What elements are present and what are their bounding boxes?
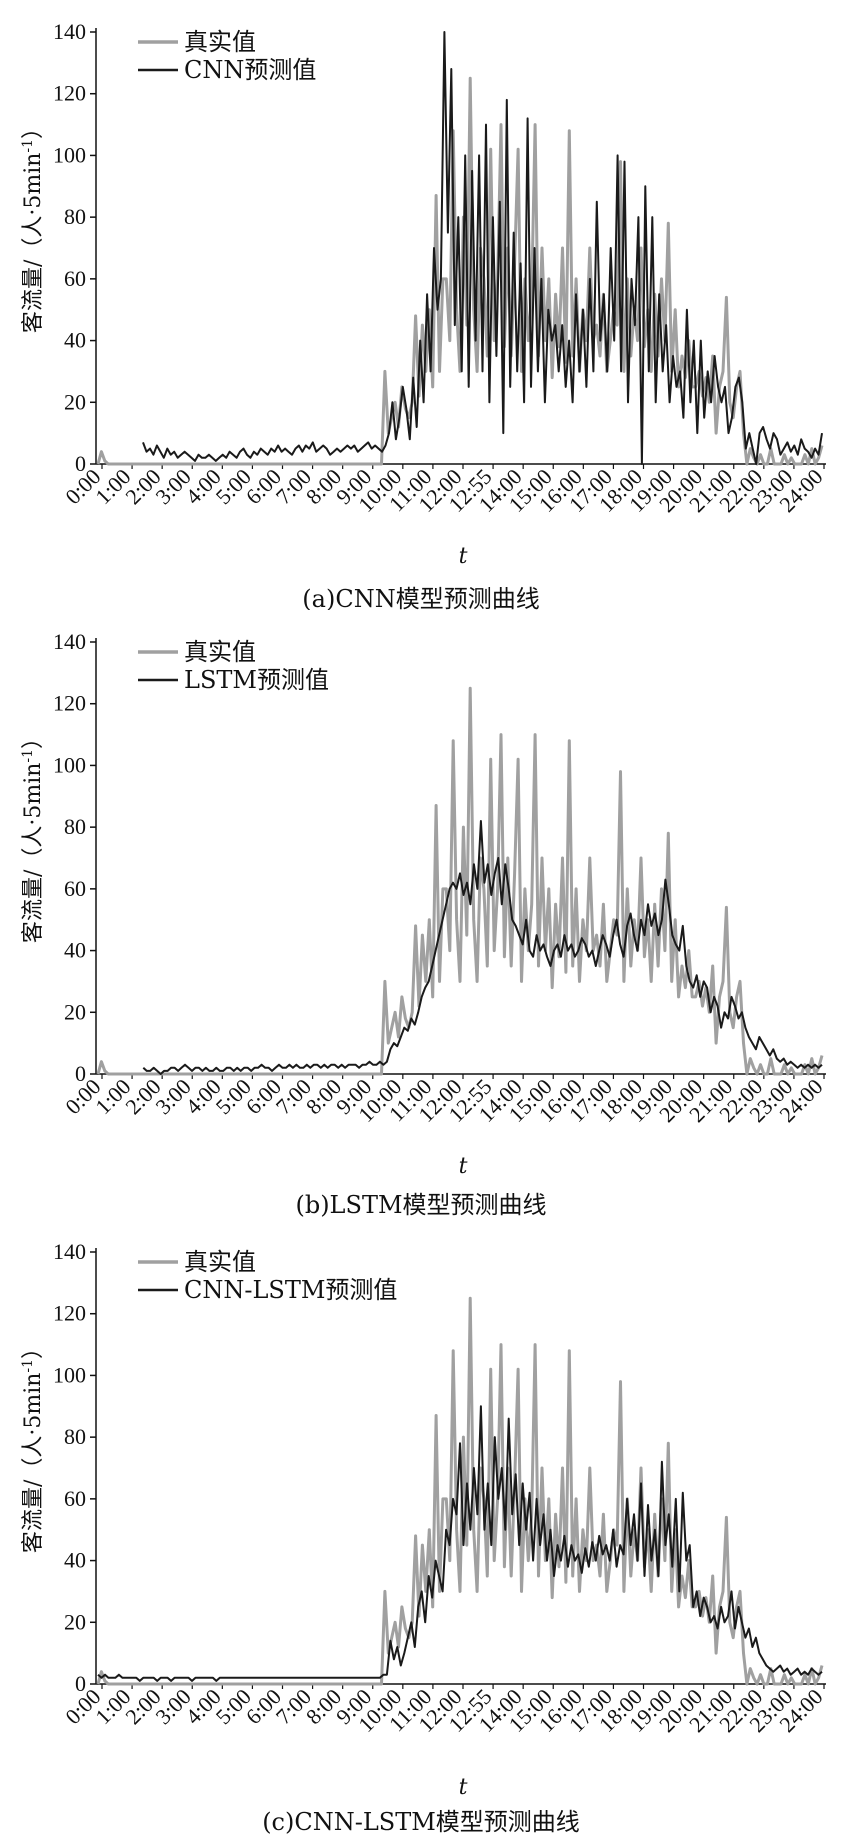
legend-label: 真实值 xyxy=(184,638,256,666)
x-axis-title: t xyxy=(459,1775,468,1800)
y-axis-title-close: ） xyxy=(21,727,46,749)
y-tick-label: 120 xyxy=(53,691,86,716)
y-tick-label: 0 xyxy=(75,1061,86,1086)
series-line xyxy=(97,1405,823,1682)
series-line xyxy=(96,1296,824,1686)
chart-panel-c: 客流量/（人·5min-1） 0 20 40 60 80 100 120 140 0:00 1:0… xyxy=(0,1220,843,1836)
y-tick-label: 20 xyxy=(64,999,86,1024)
legend-label: 真实值 xyxy=(184,28,256,56)
y-axis-title: 客流量/（人·5min-1） xyxy=(20,727,46,943)
svg-text:客流量/（人·5min-1）: 客流量/（人·5min-1） xyxy=(20,1337,46,1553)
y-tick-label: 80 xyxy=(64,204,86,229)
legend-label: LSTM预测值 xyxy=(184,666,329,694)
y-tick-label: 120 xyxy=(53,1301,86,1326)
series-line xyxy=(96,76,824,466)
y-tick-label: 40 xyxy=(64,1548,86,1573)
chart-svg-c: 客流量/（人·5min-1） 0204060801001201400:001:0… xyxy=(20,1239,828,1836)
y-tick-label: 20 xyxy=(64,389,86,414)
y-tick-label: 140 xyxy=(53,1239,86,1264)
y-tick-label: 80 xyxy=(64,1424,86,1449)
y-axis-title-sup: -1 xyxy=(20,139,36,153)
series-line xyxy=(96,686,824,1076)
series-line xyxy=(142,31,823,465)
y-tick-label: 40 xyxy=(64,938,86,963)
y-tick-label: 40 xyxy=(64,328,86,353)
y-tick-label: 20 xyxy=(64,1609,86,1634)
chart-svg-b: 客流量/（人·5min-1） 0204060801001201400:001:0… xyxy=(20,629,828,1219)
y-axis-title: 客流量/（人·5min-1） xyxy=(20,117,46,333)
legend-label: CNN-LSTM预测值 xyxy=(184,1276,397,1304)
y-tick-label: 0 xyxy=(75,1671,86,1696)
y-axis-title: 客流量/（人·5min-1） xyxy=(20,1337,46,1553)
y-tick-label: 100 xyxy=(53,752,86,777)
plot-area: 0204060801001201400:001:002:003:004:005:… xyxy=(53,629,828,1127)
plot-area: 0204060801001201400:001:002:003:004:005:… xyxy=(53,19,828,517)
y-tick-label: 80 xyxy=(64,814,86,839)
y-tick-label: 140 xyxy=(53,629,86,654)
svg-text:客流量/（人·5min-1）: 客流量/（人·5min-1） xyxy=(20,117,46,333)
series-line xyxy=(142,820,823,1075)
y-axis-title-text: 客流量/（人·5min xyxy=(21,1373,46,1553)
y-axis-title-text: 客流量/（人·5min xyxy=(21,763,46,943)
y-axis-title-sup: -1 xyxy=(20,1359,36,1373)
chart-caption: (a)CNN模型预测曲线 xyxy=(302,585,539,610)
chart-panel-b: 客流量/（人·5min-1） 0 20 40 60 80 100 120 140 0:00 1:0… xyxy=(0,610,843,1220)
svg-text:客流量/（人·5min-1）: 客流量/（人·5min-1） xyxy=(20,727,46,943)
x-axis-title: t xyxy=(459,1154,468,1179)
legend-label: CNN预测值 xyxy=(184,56,316,84)
y-axis-title-close: ） xyxy=(21,117,46,139)
y-axis-title-text: 客流量/（人·5min xyxy=(21,153,46,333)
legend-label: 真实值 xyxy=(184,1248,256,1276)
y-tick-label: 100 xyxy=(53,142,86,167)
x-axis-title: t xyxy=(459,544,468,569)
chart-panel-a: 客流量/（人·5min-1） 0 20 40 60 80 100 120 140 0:00 1:0… xyxy=(0,0,843,610)
y-tick-label: 100 xyxy=(53,1362,86,1387)
chart-caption: (b)LSTM模型预测曲线 xyxy=(295,1191,546,1219)
y-axis-title-close: ） xyxy=(21,1337,46,1359)
y-tick-label: 140 xyxy=(53,19,86,44)
y-tick-label: 0 xyxy=(75,451,86,476)
y-tick-label: 60 xyxy=(64,876,86,901)
plot-area: 0204060801001201400:001:002:003:004:005:… xyxy=(53,1239,828,1737)
y-tick-label: 60 xyxy=(64,266,86,291)
y-tick-label: 120 xyxy=(53,81,86,106)
y-tick-label: 60 xyxy=(64,1486,86,1511)
chart-svg-a: 客流量/（人·5min-1） 0204060801001201400:001:0… xyxy=(20,19,828,610)
chart-caption: (c)CNN-LSTM模型预测曲线 xyxy=(262,1808,580,1836)
y-axis-title-sup: -1 xyxy=(20,749,36,763)
